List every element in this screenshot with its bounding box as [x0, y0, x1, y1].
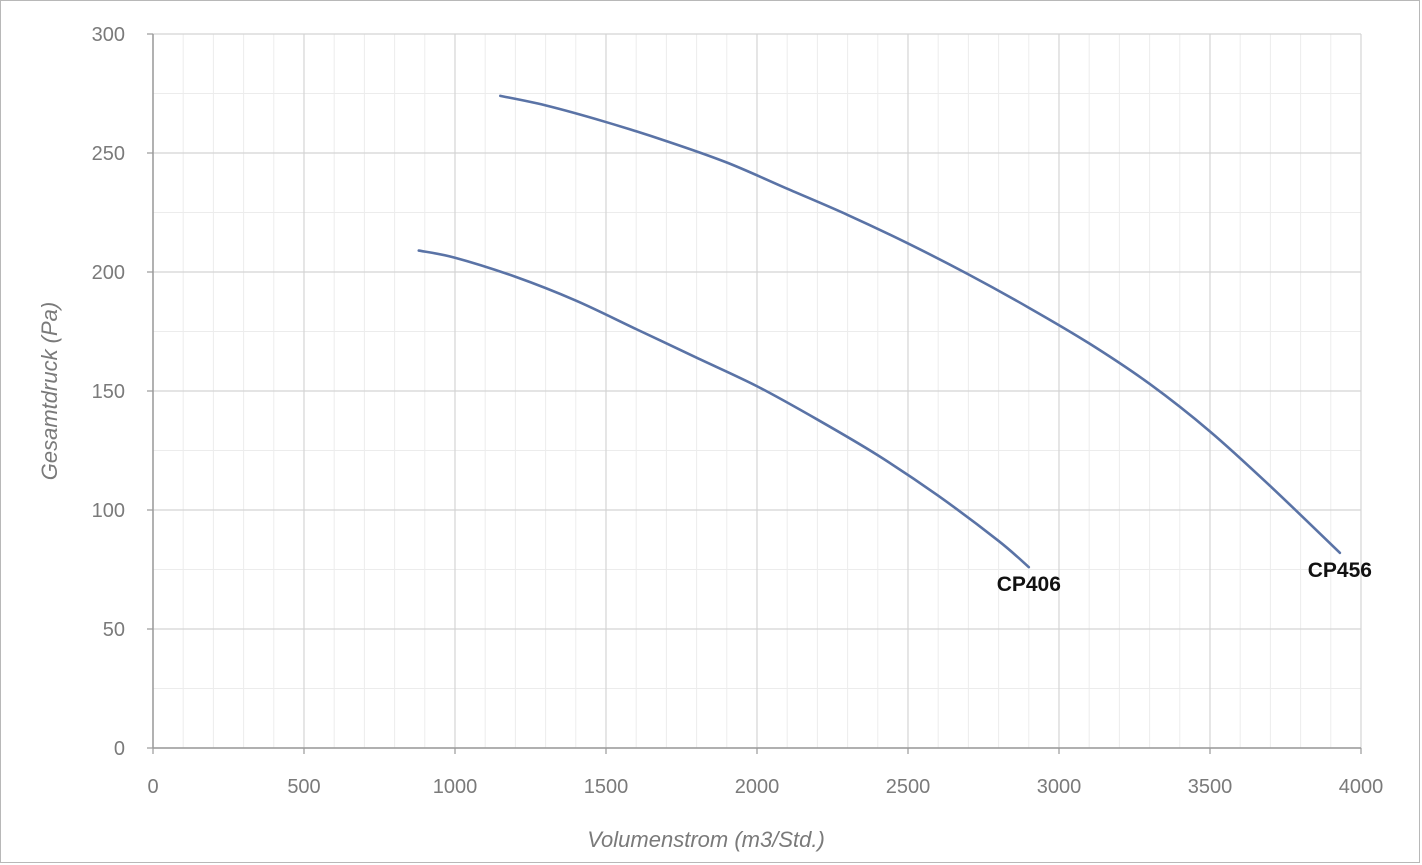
y-tick-label: 300: [92, 24, 125, 46]
x-tick-label: 4000: [1339, 776, 1384, 798]
y-axis-title: Gesamtdruck (Pa): [37, 302, 62, 481]
y-tick-label: 150: [92, 381, 125, 403]
x-tick-label: 3000: [1037, 776, 1082, 798]
x-tick-labels: 0 500 1000 1500 2000 2500 3000 3500 4000: [147, 776, 1383, 798]
x-tick-label: 2500: [886, 776, 931, 798]
x-tick-label: 1500: [584, 776, 629, 798]
series-lines: [417, 94, 1342, 569]
x-tick-label: 0: [147, 776, 158, 798]
x-axis-title: Volumenstrom (m3/Std.): [587, 827, 825, 852]
series-line-cp456: [499, 94, 1342, 555]
series-label-cp456: CP456: [1308, 559, 1372, 582]
x-tick-label: 3500: [1188, 776, 1233, 798]
series-label-cp406: CP406: [997, 573, 1061, 596]
y-tick-label: 50: [103, 619, 125, 641]
y-tick-label: 0: [114, 738, 125, 760]
y-tick-label: 250: [92, 143, 125, 165]
x-tick-label: 500: [287, 776, 320, 798]
x-tick-label: 1000: [433, 776, 478, 798]
series-labels: CP406 CP456: [997, 559, 1372, 596]
axes: [147, 33, 1362, 754]
series-line-cp406: [417, 249, 1031, 569]
y-tick-labels: 0 50 100 150 200 250 300: [92, 24, 125, 760]
y-tick-label: 100: [92, 500, 125, 522]
y-tick-label: 200: [92, 262, 125, 284]
x-tick-label: 2000: [735, 776, 780, 798]
